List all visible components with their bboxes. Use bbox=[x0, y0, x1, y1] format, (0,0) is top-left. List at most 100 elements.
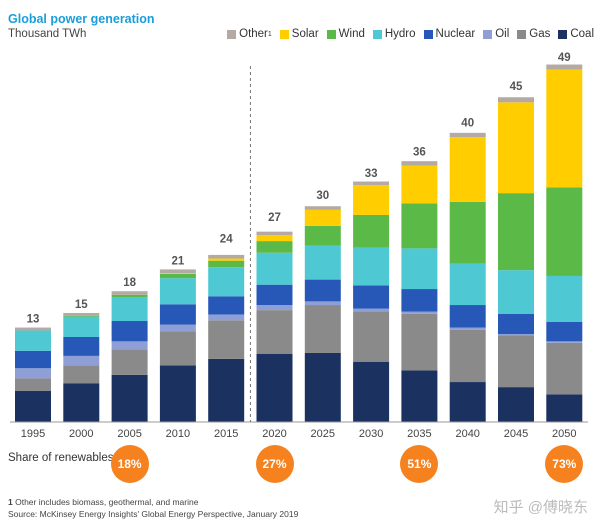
total-label-2015: 24 bbox=[220, 234, 233, 246]
bar-segment-other-2015 bbox=[208, 254, 245, 259]
bar-segment-gas-2015 bbox=[208, 320, 245, 359]
legend-label-gas: Gas bbox=[529, 28, 551, 40]
bar-segment-solar-2015 bbox=[208, 258, 245, 261]
bar-segment-nuclear-2020 bbox=[256, 284, 293, 306]
bar-segment-other-2005 bbox=[111, 291, 148, 295]
bar-segment-nuclear-2000 bbox=[63, 336, 100, 356]
bar-segment-nuclear-2050 bbox=[546, 321, 583, 342]
bar-segment-coal-2045 bbox=[498, 387, 534, 422]
footnote-number: 1 bbox=[8, 497, 13, 507]
total-label-1995: 13 bbox=[27, 314, 40, 326]
bar-segment-wind-2000 bbox=[63, 315, 100, 317]
bar-segment-gas-2000 bbox=[63, 365, 100, 384]
bar-segment-nuclear-2005 bbox=[111, 321, 148, 342]
bar-segment-wind-2050 bbox=[546, 187, 583, 276]
total-label-2010: 21 bbox=[172, 255, 185, 267]
bar-segment-coal-2000 bbox=[63, 383, 100, 422]
legend-swatch-other bbox=[227, 29, 237, 39]
legend-label-coal: Coal bbox=[570, 28, 594, 40]
bar-segment-wind-2045 bbox=[498, 193, 534, 271]
bar-segment-oil-1995 bbox=[15, 368, 51, 379]
bar-segment-hydro-2050 bbox=[546, 275, 583, 322]
bar-segment-nuclear-2030 bbox=[353, 285, 390, 309]
bar-segment-other-2050 bbox=[546, 64, 583, 70]
bar-segment-other-2035 bbox=[401, 161, 438, 166]
legend-item-oil: Oil bbox=[483, 28, 509, 40]
bar-segment-hydro-2015 bbox=[208, 267, 245, 297]
bar-segment-nuclear-2045 bbox=[498, 313, 534, 335]
bar-segment-coal-2050 bbox=[546, 394, 583, 422]
bar-segment-nuclear-2025 bbox=[304, 279, 341, 302]
total-label-2040: 40 bbox=[461, 117, 474, 129]
bar-segment-coal-2035 bbox=[401, 370, 438, 422]
bar-segment-wind-2030 bbox=[353, 214, 390, 248]
legend-swatch-hydro bbox=[372, 29, 382, 39]
footnote: 1 Other includes biomass, geothermal, an… bbox=[8, 497, 198, 507]
bar-segment-hydro-2030 bbox=[353, 247, 390, 286]
bar-segment-wind-2025 bbox=[304, 225, 341, 246]
bar-segment-nuclear-2015 bbox=[208, 296, 245, 315]
chart-title: Global power generation bbox=[8, 12, 155, 26]
total-label-2020: 27 bbox=[268, 212, 281, 224]
bar-segment-hydro-2045 bbox=[498, 270, 534, 314]
bar-segment-hydro-1995 bbox=[15, 330, 51, 351]
legend-swatch-oil bbox=[483, 29, 493, 39]
legend-label-other: Other bbox=[239, 28, 268, 40]
bar-segment-coal-2025 bbox=[304, 352, 341, 422]
legend-swatch-wind bbox=[326, 29, 336, 39]
legend-label-solar: Solar bbox=[291, 28, 319, 40]
bar-segment-oil-2050 bbox=[546, 341, 583, 343]
total-label-2050: 49 bbox=[558, 52, 571, 64]
x-tick-2025: 2025 bbox=[311, 428, 335, 440]
bar-segment-coal-2030 bbox=[353, 361, 390, 422]
bar-segment-wind-2015 bbox=[208, 260, 245, 268]
legend-label-nuclear: Nuclear bbox=[435, 28, 476, 40]
share-badge-2050: 73% bbox=[545, 445, 584, 483]
bar-segment-oil-2045 bbox=[498, 334, 534, 336]
legend-item-solar: Solar bbox=[279, 28, 319, 40]
bar-segment-nuclear-2035 bbox=[401, 289, 438, 312]
bar-segment-other-2020 bbox=[256, 231, 293, 236]
chart-legend: Other 1 Solar Wind Hydro Nuclear Oil Gas Coal bbox=[219, 28, 594, 40]
bar-segment-coal-2005 bbox=[111, 374, 148, 422]
x-tick-2015: 2015 bbox=[214, 428, 238, 440]
bar-segment-hydro-2025 bbox=[304, 245, 341, 280]
x-tick-2030: 2030 bbox=[359, 428, 383, 440]
bar-segment-hydro-2000 bbox=[63, 316, 100, 337]
bar-segment-hydro-2020 bbox=[256, 252, 293, 285]
bar-segment-other-2000 bbox=[63, 313, 100, 316]
share-of-renewables-label: Share of renewables bbox=[8, 452, 114, 464]
legend-swatch-solar bbox=[279, 29, 289, 39]
bar-segment-solar-2030 bbox=[353, 185, 390, 215]
legend-swatch-nuclear bbox=[423, 29, 433, 39]
bar-segment-gas-2025 bbox=[304, 305, 341, 353]
bar-segment-other-1995 bbox=[15, 327, 51, 331]
bar-segment-oil-2005 bbox=[111, 341, 148, 350]
bar-segment-hydro-2040 bbox=[449, 263, 486, 306]
x-tick-2050: 2050 bbox=[552, 428, 576, 440]
bar-segment-gas-2040 bbox=[449, 329, 486, 383]
legend-item-wind: Wind bbox=[326, 28, 365, 40]
bar-segment-solar-2020 bbox=[256, 235, 293, 242]
x-tick-1995: 1995 bbox=[21, 428, 45, 440]
bar-segment-coal-2040 bbox=[449, 382, 486, 422]
bar-segment-gas-1995 bbox=[15, 378, 51, 391]
bar-segment-oil-2015 bbox=[208, 314, 245, 321]
legend-label-wind: Wind bbox=[338, 28, 365, 40]
bar-segment-other-2040 bbox=[449, 132, 486, 138]
bar-segment-oil-2030 bbox=[353, 308, 390, 312]
x-tick-2045: 2045 bbox=[504, 428, 528, 440]
x-tick-2000: 2000 bbox=[69, 428, 93, 440]
bar-segment-gas-2005 bbox=[111, 349, 148, 375]
bar-segment-wind-2040 bbox=[449, 201, 486, 264]
bar-segment-oil-2035 bbox=[401, 311, 438, 314]
total-label-2035: 36 bbox=[413, 146, 426, 158]
legend-swatch-gas bbox=[517, 29, 527, 39]
bar-segment-solar-2035 bbox=[401, 165, 438, 204]
share-badge-2020: 27% bbox=[255, 445, 294, 483]
bar-segment-hydro-2035 bbox=[401, 248, 438, 290]
total-label-2005: 18 bbox=[123, 277, 136, 289]
total-label-2000: 15 bbox=[75, 299, 88, 311]
bar-segment-nuclear-1995 bbox=[15, 350, 51, 369]
legend-item-other: Other 1 bbox=[227, 28, 272, 40]
